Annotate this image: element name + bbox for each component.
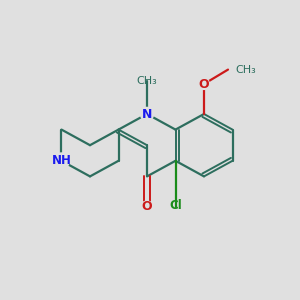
Text: O: O bbox=[142, 200, 152, 214]
Circle shape bbox=[54, 153, 69, 169]
Text: Cl: Cl bbox=[169, 199, 182, 212]
Text: O: O bbox=[199, 77, 209, 91]
Text: CH₃: CH₃ bbox=[236, 64, 256, 75]
Text: N: N bbox=[142, 107, 152, 121]
Circle shape bbox=[199, 79, 209, 89]
Circle shape bbox=[140, 107, 154, 121]
Text: CH₃: CH₃ bbox=[136, 76, 158, 86]
Circle shape bbox=[141, 201, 153, 213]
Text: NH: NH bbox=[52, 154, 71, 167]
